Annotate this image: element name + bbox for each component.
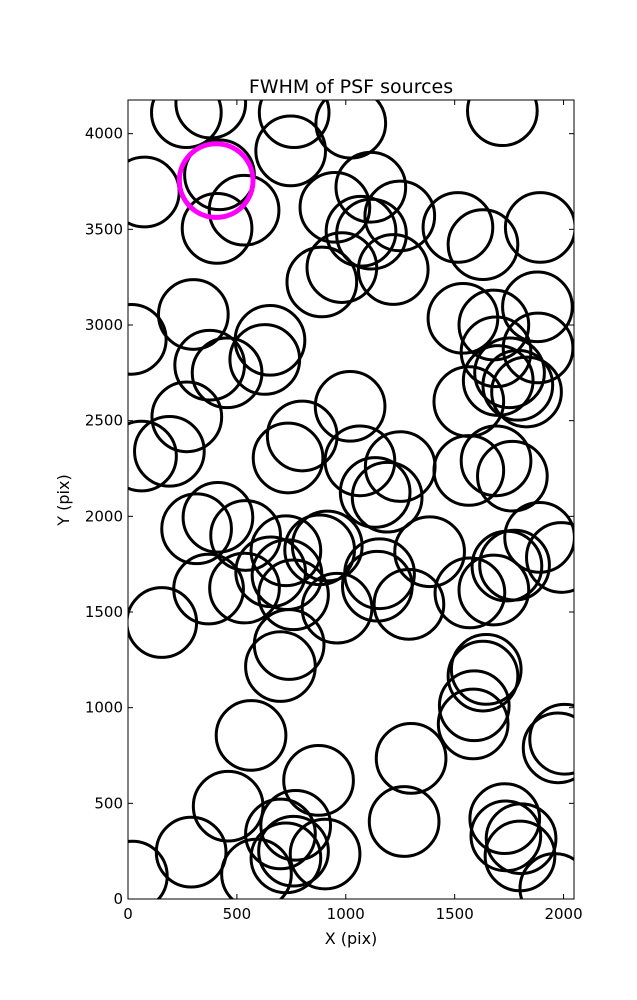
psf-source-marker [432,434,506,507]
psf-source-marker [214,699,288,772]
y-tick-label: 1500 [85,603,123,621]
psf-source-marker [393,515,466,589]
psf-source-marker [503,501,574,574]
psf-source-marker [209,499,282,572]
psf-source-marker [446,639,520,713]
psf-source-marker [356,233,430,306]
psf-source-marker [501,270,574,344]
psf-source-marker [457,553,531,627]
psf-source-marker [421,191,495,264]
psf-source-marker [476,439,549,513]
psf-source-marker [525,521,574,594]
y-tick-label: 2500 [85,412,123,430]
psf-source-marker [323,424,397,498]
psf-source-marker [518,852,574,899]
psf-source-marker [350,460,424,534]
psf-source-marker [173,328,247,402]
psf-source-marker [259,788,333,862]
psf-source-marker [433,556,507,630]
psf-source-marker [208,551,281,625]
x-tick-label: 1000 [327,905,365,923]
psf-source-marker [473,336,546,410]
y-tick-label: 500 [94,794,123,812]
psf-source-marker [257,558,330,632]
psf-source-marker [449,633,523,706]
psf-source-marker [288,817,362,891]
psf-source-marker [528,702,574,776]
psf-source-marker [251,421,325,495]
psf-source-marker [503,191,574,264]
psf-source-marker [156,278,230,351]
psf-source-marker [282,744,355,817]
psf-source-marker [459,424,533,498]
psf-source-marker [128,586,199,659]
psf-source-marker [446,208,520,281]
psf-source-marker [128,303,168,376]
chart-title: FWHM of PSF sources [249,76,453,98]
psf-source-marker [298,170,372,244]
y-tick-label: 4000 [85,125,123,143]
psf-source-marker [468,782,542,855]
psf-source-marker [374,722,448,795]
psf-source-marker [334,150,408,224]
psf-source-marker [150,380,224,454]
psf-source-marker [244,630,317,703]
psf-source-marker [437,669,511,743]
y-tick-label: 3000 [85,316,123,334]
y-axis-label: Y (pix) [54,474,73,526]
psf-source-marker [481,348,555,422]
psf-source-marker [300,571,374,645]
psf-source-marker [372,568,446,641]
psf-source-marker [150,100,223,149]
psf-source-marker [244,797,317,871]
x-axis-label: X (pix) [325,929,378,948]
y-axis: 0 500 1000 1500 2000 2500 3000 3500 4000 [85,125,574,908]
psf-source-marker [521,711,574,785]
x-tick-label: 1500 [436,905,474,923]
psf-source-marker [249,514,323,588]
psf-source-marker [207,173,281,247]
psf-source-marker [436,687,510,761]
x-tick-label: 2000 [544,905,582,923]
highlighted-source-marker [176,141,256,220]
psf-source-marker [490,355,563,429]
psf-source-marker [160,492,233,566]
psf-source-marker [367,785,441,858]
x-tick-label: 500 [223,905,252,923]
psf-source-marker [484,802,558,876]
psf-source-marker [285,245,359,319]
psf-source-marker [501,311,574,385]
psf-source-marker [254,114,328,188]
y-tick-label: 0 [113,890,123,908]
psf-source-marker [128,839,169,899]
x-tick-label: 0 [123,905,133,923]
y-tick-label: 1000 [85,699,123,717]
psf-source-marker [305,231,379,304]
x-axis: 0 500 1000 1500 2000 [123,100,583,923]
psf-source-marker [257,814,330,888]
data-points [128,100,574,899]
psf-source-marker [228,323,302,396]
psf-source-marker [133,414,206,488]
y-tick-label: 2000 [85,507,123,525]
psf-source-marker [338,456,412,529]
psf-source-marker [191,769,265,843]
psf-source-marker [257,100,331,149]
psf-source-marker [478,528,551,602]
plot-area [128,100,574,899]
psf-source-marker [190,336,264,410]
psf-source-marker [174,100,248,140]
y-tick-label: 3500 [85,220,123,238]
plot-frame [127,99,575,900]
psf-source-marker [128,419,178,493]
psf-source-marker [363,179,437,253]
psf-source-marker [181,480,255,554]
psf-source-marker [313,369,387,443]
psf-source-marker [466,100,539,148]
psf-source-marker [220,837,293,899]
psf-source-marker [180,192,254,265]
highlight-layer [176,141,256,220]
